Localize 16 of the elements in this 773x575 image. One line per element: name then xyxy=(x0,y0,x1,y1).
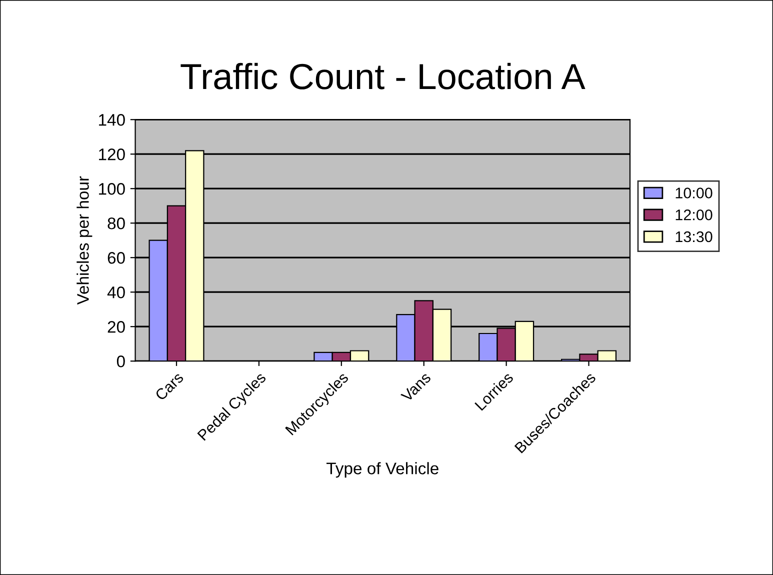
chart-title: Traffic Count - Location A xyxy=(180,62,586,90)
y-tick-label: 120 xyxy=(99,148,125,160)
legend-label: 13:30 xyxy=(676,231,712,242)
legend-label: 12:00 xyxy=(676,209,712,220)
y-tick-label: 40 xyxy=(107,286,125,298)
x-tick-label: Vans xyxy=(400,372,432,403)
legend-label: 10:00 xyxy=(676,188,712,198)
y-tick-label: 80 xyxy=(108,218,125,230)
y-tick-label: 20 xyxy=(108,321,125,333)
x-axis-title: Type of Vehicle xyxy=(326,462,438,478)
y-tick-label: 60 xyxy=(108,252,125,264)
y-axis-title: Vehicles per hour xyxy=(76,176,92,305)
y-tick-label: 0 xyxy=(116,356,125,368)
y-tick-label: 140 xyxy=(99,114,125,126)
y-tick-label: 100 xyxy=(99,183,125,195)
x-tick-label: Cars xyxy=(154,371,184,402)
